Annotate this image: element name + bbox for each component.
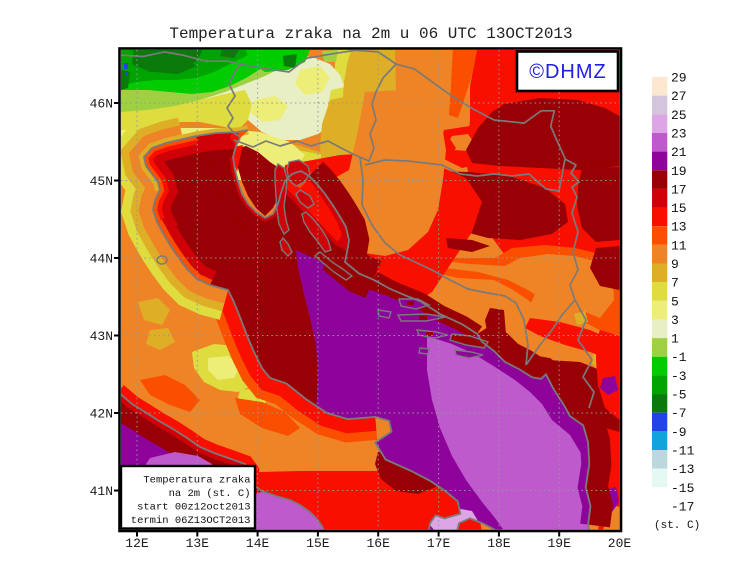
- svg-text:-11: -11: [671, 444, 695, 459]
- svg-text:-9: -9: [671, 425, 687, 440]
- svg-text:16E: 16E: [366, 536, 390, 551]
- svg-text:7: 7: [671, 276, 679, 291]
- svg-text:Temperatura zraka: Temperatura zraka: [143, 475, 250, 487]
- svg-text:21: 21: [671, 145, 687, 160]
- svg-text:1: 1: [671, 332, 679, 347]
- svg-text:42N: 42N: [90, 407, 113, 422]
- svg-text:46N: 46N: [90, 97, 113, 112]
- svg-text:-15: -15: [671, 481, 694, 496]
- svg-text:3: 3: [671, 313, 679, 328]
- svg-text:19E: 19E: [547, 536, 571, 551]
- svg-text:-1: -1: [671, 350, 687, 365]
- svg-text:-17: -17: [671, 499, 694, 514]
- svg-text:13E: 13E: [186, 536, 210, 551]
- svg-text:41N: 41N: [90, 484, 113, 499]
- svg-text:©DHMZ: ©DHMZ: [529, 61, 607, 83]
- svg-text:23: 23: [671, 126, 687, 141]
- svg-text:44N: 44N: [90, 252, 113, 267]
- svg-text:14E: 14E: [246, 536, 270, 551]
- svg-text:25: 25: [671, 108, 687, 123]
- svg-text:-5: -5: [671, 388, 687, 403]
- svg-text:Temperatura zraka na 2m u 06 U: Temperatura zraka na 2m u 06 UTC 13OCT20…: [169, 25, 572, 43]
- svg-text:27: 27: [671, 89, 687, 104]
- svg-text:-3: -3: [671, 369, 687, 384]
- svg-text:15E: 15E: [306, 536, 330, 551]
- svg-text:12E: 12E: [125, 536, 149, 551]
- svg-text:start 00z12oct2013: start 00z12oct2013: [137, 502, 250, 514]
- svg-text:-13: -13: [671, 462, 694, 477]
- svg-text:11: 11: [671, 238, 687, 253]
- svg-text:na 2m (st. C): na 2m (st. C): [169, 488, 251, 500]
- svg-text:17: 17: [671, 182, 687, 197]
- svg-text:termin 06Z13OCT2013: termin 06Z13OCT2013: [131, 515, 251, 527]
- svg-text:29: 29: [671, 71, 687, 86]
- svg-text:13: 13: [671, 220, 687, 235]
- svg-text:19: 19: [671, 164, 687, 179]
- svg-text:43N: 43N: [90, 329, 113, 344]
- svg-text:-7: -7: [671, 406, 687, 421]
- svg-text:9: 9: [671, 257, 679, 272]
- svg-text:15: 15: [671, 201, 687, 216]
- svg-text:18E: 18E: [487, 536, 511, 551]
- svg-text:17E: 17E: [427, 536, 451, 551]
- svg-text:5: 5: [671, 294, 679, 309]
- svg-text:(st. C): (st. C): [654, 520, 700, 532]
- svg-text:45N: 45N: [90, 174, 113, 189]
- svg-text:20E: 20E: [608, 536, 632, 551]
